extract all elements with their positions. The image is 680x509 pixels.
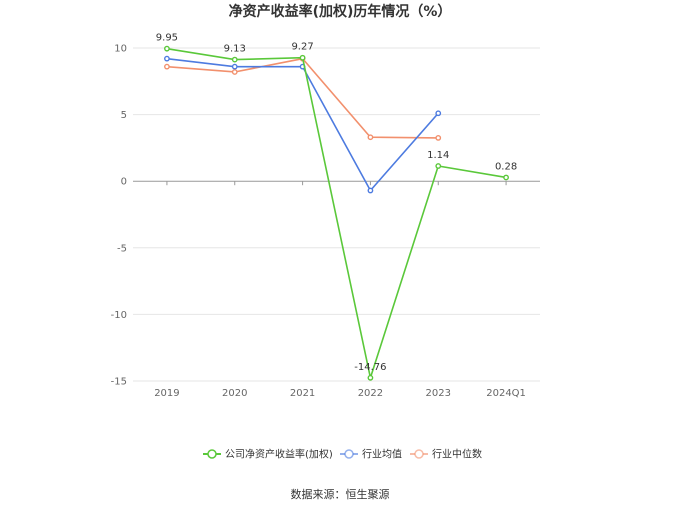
- y-tick-label: 10: [114, 44, 127, 55]
- data-point: [503, 174, 509, 181]
- grid: [133, 47, 540, 382]
- data-label: 9.13: [224, 44, 246, 55]
- data-point: [367, 187, 374, 194]
- source-note: 数据来源：恒生聚源: [291, 487, 390, 501]
- data-point: [299, 54, 306, 61]
- legend-marker: [344, 449, 354, 459]
- data-labels: 9.95 9.13 9.27 -14.76 1.14 0.28: [156, 33, 517, 373]
- data-label: 9.27: [291, 42, 313, 53]
- data-point: [367, 134, 374, 141]
- x-tick-label: 2019: [154, 388, 179, 399]
- data-label: 9.95: [156, 33, 178, 44]
- y-axis: 10 5 0 -5 -10 -15: [111, 44, 127, 388]
- legend-item-2[interactable]: 行业中位数: [410, 448, 482, 461]
- y-tick-label: -5: [117, 243, 127, 254]
- series-group: [164, 45, 509, 381]
- series-line-0: [166, 47, 507, 381]
- y-tick-label: 5: [121, 110, 127, 121]
- legend-label: 行业均值: [362, 448, 402, 461]
- data-point: [231, 69, 238, 75]
- legend-marker: [207, 449, 217, 459]
- legend[interactable]: 公司净资产收益率(加权) 行业均值 行业中位数: [203, 448, 482, 461]
- x-tick-label: 2021: [290, 388, 315, 399]
- x-tick-label: 2023: [426, 388, 451, 399]
- series-line-2: [166, 57, 439, 139]
- y-tick-label: 0: [121, 177, 127, 188]
- data-point: [435, 163, 442, 169]
- legend-marker: [414, 449, 424, 459]
- x-axis: 2019 2020 2021 2022 2023 2024Q1: [154, 181, 526, 399]
- data-point: [231, 56, 238, 63]
- data-label: -14.76: [354, 362, 386, 373]
- y-tick-label: -15: [111, 377, 127, 388]
- data-label: 1.14: [427, 150, 449, 161]
- chart-title: 净资产收益率(加权)历年情况（%）: [229, 3, 452, 20]
- data-point: [164, 55, 170, 62]
- x-tick-label: 2024Q1: [486, 388, 526, 399]
- x-tick-label: 2022: [358, 388, 383, 399]
- data-label: 0.28: [495, 161, 517, 172]
- data-point: [435, 110, 442, 117]
- data-point: [435, 135, 442, 141]
- legend-item-1[interactable]: 行业均值: [340, 448, 402, 461]
- data-point: [367, 374, 374, 381]
- y-tick-label: -10: [111, 310, 127, 321]
- legend-label: 公司净资产收益率(加权): [225, 448, 333, 461]
- legend-label: 行业中位数: [432, 448, 482, 461]
- series-line-1: [166, 57, 439, 192]
- x-tick-label: 2020: [222, 388, 247, 399]
- data-point: [164, 45, 170, 52]
- data-point: [231, 63, 238, 70]
- legend-item-0[interactable]: 公司净资产收益率(加权): [203, 448, 333, 461]
- data-point: [164, 63, 170, 70]
